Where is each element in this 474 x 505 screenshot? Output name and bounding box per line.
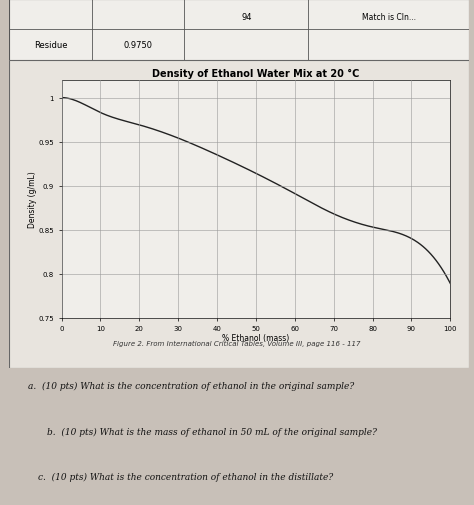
FancyBboxPatch shape xyxy=(9,61,469,369)
Text: c.  (10 pts) What is the concentration of ethanol in the distillate?: c. (10 pts) What is the concentration of… xyxy=(38,472,333,481)
Text: a.  (10 pts) What is the concentration of ethanol in the original sample?: a. (10 pts) What is the concentration of… xyxy=(28,381,355,390)
Y-axis label: Density (g/mL): Density (g/mL) xyxy=(28,171,37,228)
Text: 0.9750: 0.9750 xyxy=(124,41,153,50)
Text: b.  (10 pts) What is the mass of ethanol in 50 mL of the original sample?: b. (10 pts) What is the mass of ethanol … xyxy=(47,427,377,436)
Text: 94: 94 xyxy=(241,13,252,21)
Text: Match is Cln...: Match is Cln... xyxy=(362,13,416,21)
Text: Figure 2. From International Critical Tables, Volume III, page 116 - 117: Figure 2. From International Critical Ta… xyxy=(113,340,361,346)
FancyBboxPatch shape xyxy=(9,0,469,61)
X-axis label: % Ethanol (mass): % Ethanol (mass) xyxy=(222,333,290,342)
Title: Density of Ethanol Water Mix at 20 °C: Density of Ethanol Water Mix at 20 °C xyxy=(152,69,360,79)
Text: Residue: Residue xyxy=(34,41,68,50)
